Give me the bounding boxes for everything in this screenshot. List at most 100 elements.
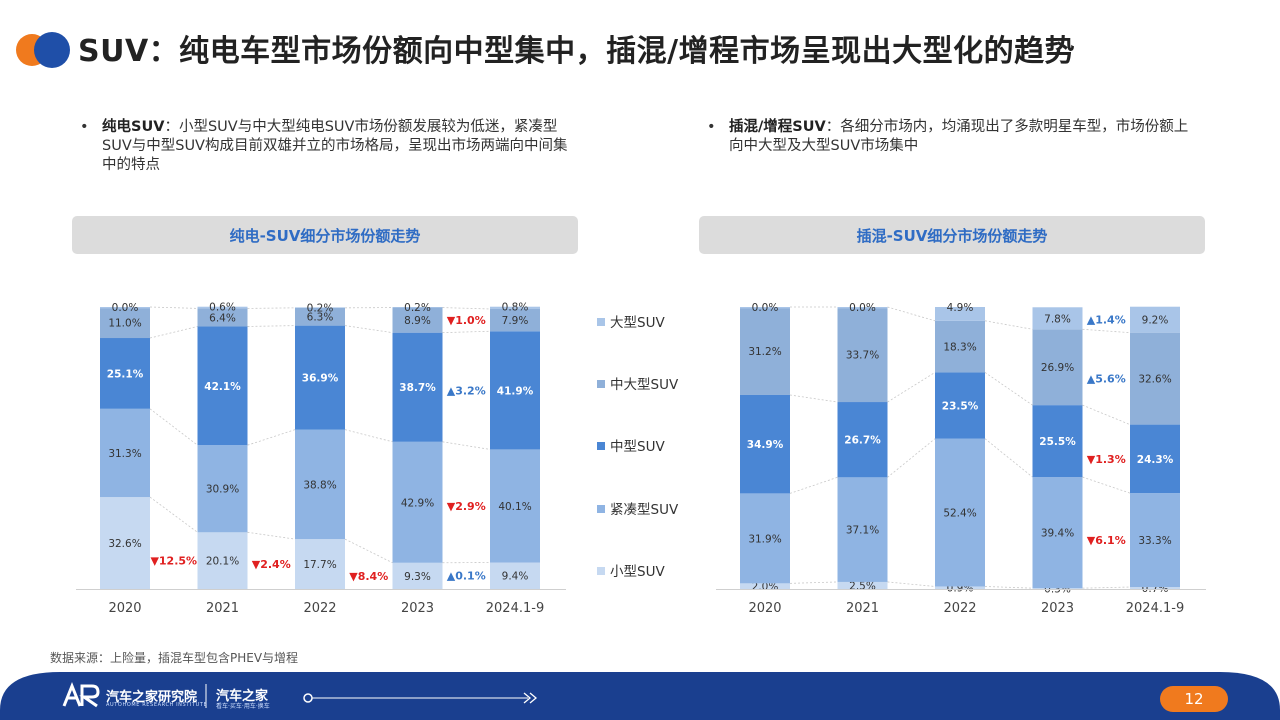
- data-label: 38.7%: [399, 382, 436, 394]
- legend-label: 中型SUV: [610, 439, 665, 455]
- bar-segment: [1032, 329, 1083, 406]
- data-label: 34.9%: [747, 439, 784, 451]
- bullet-dot-icon: •: [80, 119, 89, 135]
- progress-arrow-icon: [523, 692, 538, 704]
- bar-segment: [1130, 587, 1180, 589]
- legend-swatch: [597, 567, 605, 575]
- bar-segment: [837, 307, 888, 403]
- connector-line: [887, 372, 936, 403]
- data-label: 32.6%: [108, 538, 141, 550]
- change-annotation: ▼8.4%: [349, 570, 388, 583]
- connector-line: [344, 538, 393, 564]
- data-label: 39.4%: [1041, 528, 1074, 540]
- brand-logo-icon: [62, 681, 100, 708]
- legend-item-compact: 紧凑型SUV: [597, 498, 678, 518]
- data-label: 23.5%: [942, 401, 979, 413]
- bar-segment: [1032, 307, 1083, 330]
- data-label: 32.6%: [1138, 374, 1171, 386]
- connector-line: [149, 306, 198, 309]
- change-annotation: ▲3.2%: [447, 384, 486, 397]
- connector-line: [789, 394, 838, 403]
- legend-label: 中大型SUV: [610, 377, 679, 393]
- bar-segment: [935, 307, 985, 321]
- connector-line: [789, 581, 838, 584]
- connector-line: [344, 429, 393, 443]
- connector-line: [247, 531, 296, 540]
- bar-segment: [837, 477, 888, 582]
- connector-line: [984, 586, 1033, 589]
- data-label: 33.3%: [1138, 535, 1171, 547]
- bullet-label: 纯电SUV: [102, 119, 165, 135]
- data-label: 11.0%: [108, 318, 141, 330]
- data-label: 40.1%: [498, 501, 531, 513]
- connector-line: [887, 581, 936, 587]
- connector-line: [1082, 476, 1131, 494]
- source-note: 数据来源：上险量，插混车型包含PHEV与增程: [50, 651, 299, 665]
- bar-segment: [1130, 306, 1180, 333]
- data-label: 26.7%: [844, 435, 881, 447]
- data-label: 42.9%: [401, 497, 434, 509]
- legend-label: 紧凑型SUV: [610, 502, 679, 518]
- connector-line: [149, 496, 198, 533]
- data-label: 42.1%: [204, 381, 241, 393]
- data-label: 41.9%: [497, 385, 534, 397]
- data-label: 6.4%: [209, 312, 236, 324]
- bar-segment: [295, 307, 345, 326]
- bar-segment: [197, 308, 248, 327]
- bar-segment: [490, 449, 540, 563]
- connector-line: [442, 441, 491, 450]
- bullet-phev: • 插混/增程SUV：各细分市场内，均涌现出了多款明星车型，市场份额上向中大型及…: [707, 118, 1199, 156]
- bar-segment: [740, 493, 790, 584]
- connector-line: [887, 438, 936, 478]
- connector-line: [887, 306, 936, 322]
- bar-segment: [490, 306, 540, 309]
- connector-line: [984, 372, 1033, 406]
- bullet-label: 插混/增程SUV: [729, 119, 826, 135]
- data-label: 9.3%: [404, 571, 431, 583]
- bar-segment: [392, 307, 443, 308]
- connector-line: [149, 408, 198, 446]
- bar-segment: [295, 307, 345, 308]
- legend-swatch: [597, 442, 605, 450]
- bar-segment: [740, 583, 790, 589]
- connector-line: [149, 326, 198, 339]
- data-label: 0.6%: [209, 302, 236, 314]
- data-label: 18.3%: [943, 342, 976, 354]
- data-label: 4.9%: [947, 302, 974, 314]
- bar-segment: [1130, 424, 1180, 494]
- x-tick-label: 2021: [206, 601, 239, 616]
- data-label: 30.9%: [206, 484, 239, 496]
- legend-item-large: 大型SUV: [597, 311, 665, 331]
- data-label: 31.2%: [748, 346, 781, 358]
- data-label: 25.5%: [1039, 436, 1076, 448]
- bar-segment: [837, 581, 888, 589]
- change-annotation: ▼2.4%: [252, 558, 291, 571]
- bar-segment: [100, 307, 150, 339]
- data-label: 6.3%: [307, 312, 334, 324]
- bar-segment: [295, 539, 345, 589]
- legend-item-mid-large: 中大型SUV: [597, 373, 678, 393]
- connector-line: [984, 320, 1033, 330]
- x-tick-label: 2023: [401, 601, 434, 616]
- bar-segment: [490, 331, 540, 450]
- page-number: 12: [1160, 686, 1228, 712]
- data-label: 31.9%: [748, 533, 781, 545]
- x-tick-label: 2024.1-9: [486, 601, 544, 616]
- change-annotation: ▼6.1%: [1087, 534, 1126, 547]
- connector-line: [442, 307, 491, 310]
- x-tick-label: 2022: [943, 601, 976, 616]
- footer-band: [0, 672, 1280, 720]
- data-label: 52.4%: [943, 508, 976, 520]
- data-label: 26.9%: [1041, 362, 1074, 374]
- data-label: 20.1%: [206, 556, 239, 568]
- bar-segment: [295, 325, 345, 430]
- legend-label: 大型SUV: [610, 315, 665, 331]
- footer: [0, 670, 1280, 720]
- change-annotation: ▲0.1%: [447, 570, 486, 583]
- data-label: 0.2%: [404, 302, 431, 314]
- bar-segment: [197, 326, 248, 446]
- brand-name-2: 汽车之家: [216, 689, 269, 704]
- bar-segment: [392, 441, 443, 563]
- data-label: 33.7%: [846, 350, 879, 362]
- data-label: 0.0%: [849, 302, 876, 314]
